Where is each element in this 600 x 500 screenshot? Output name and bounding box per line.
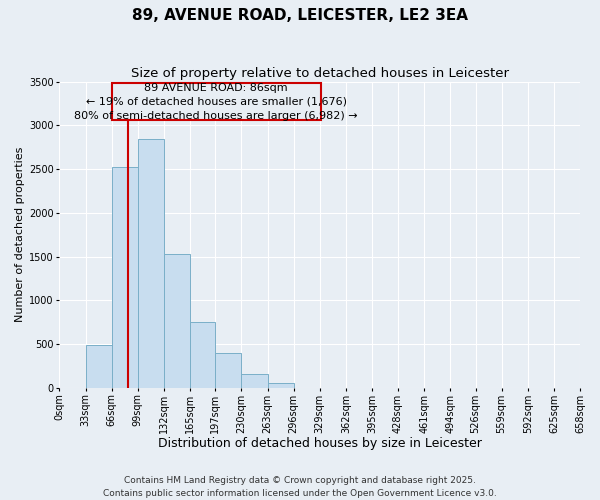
Bar (190, 322, 215, 388)
Bar (86, 345, 112, 388)
Bar (138, 140, 164, 388)
Bar (112, 168, 138, 388)
Text: 89, AVENUE ROAD, LEICESTER, LE2 3EA: 89, AVENUE ROAD, LEICESTER, LE2 3EA (132, 8, 468, 22)
Bar (164, 254, 190, 388)
Bar (241, 374, 268, 388)
Bar (268, 382, 293, 388)
Text: 89 AVENUE ROAD: 86sqm
← 19% of detached houses are smaller (1,676)
80% of semi-d: 89 AVENUE ROAD: 86sqm ← 19% of detached … (74, 83, 358, 121)
Text: Contains HM Land Registry data © Crown copyright and database right 2025.
Contai: Contains HM Land Registry data © Crown c… (103, 476, 497, 498)
Bar (215, 353, 241, 388)
FancyBboxPatch shape (112, 84, 320, 120)
X-axis label: Distribution of detached houses by size in Leicester: Distribution of detached houses by size … (158, 437, 482, 450)
Title: Size of property relative to detached houses in Leicester: Size of property relative to detached ho… (131, 68, 509, 80)
Y-axis label: Number of detached properties: Number of detached properties (15, 147, 25, 322)
